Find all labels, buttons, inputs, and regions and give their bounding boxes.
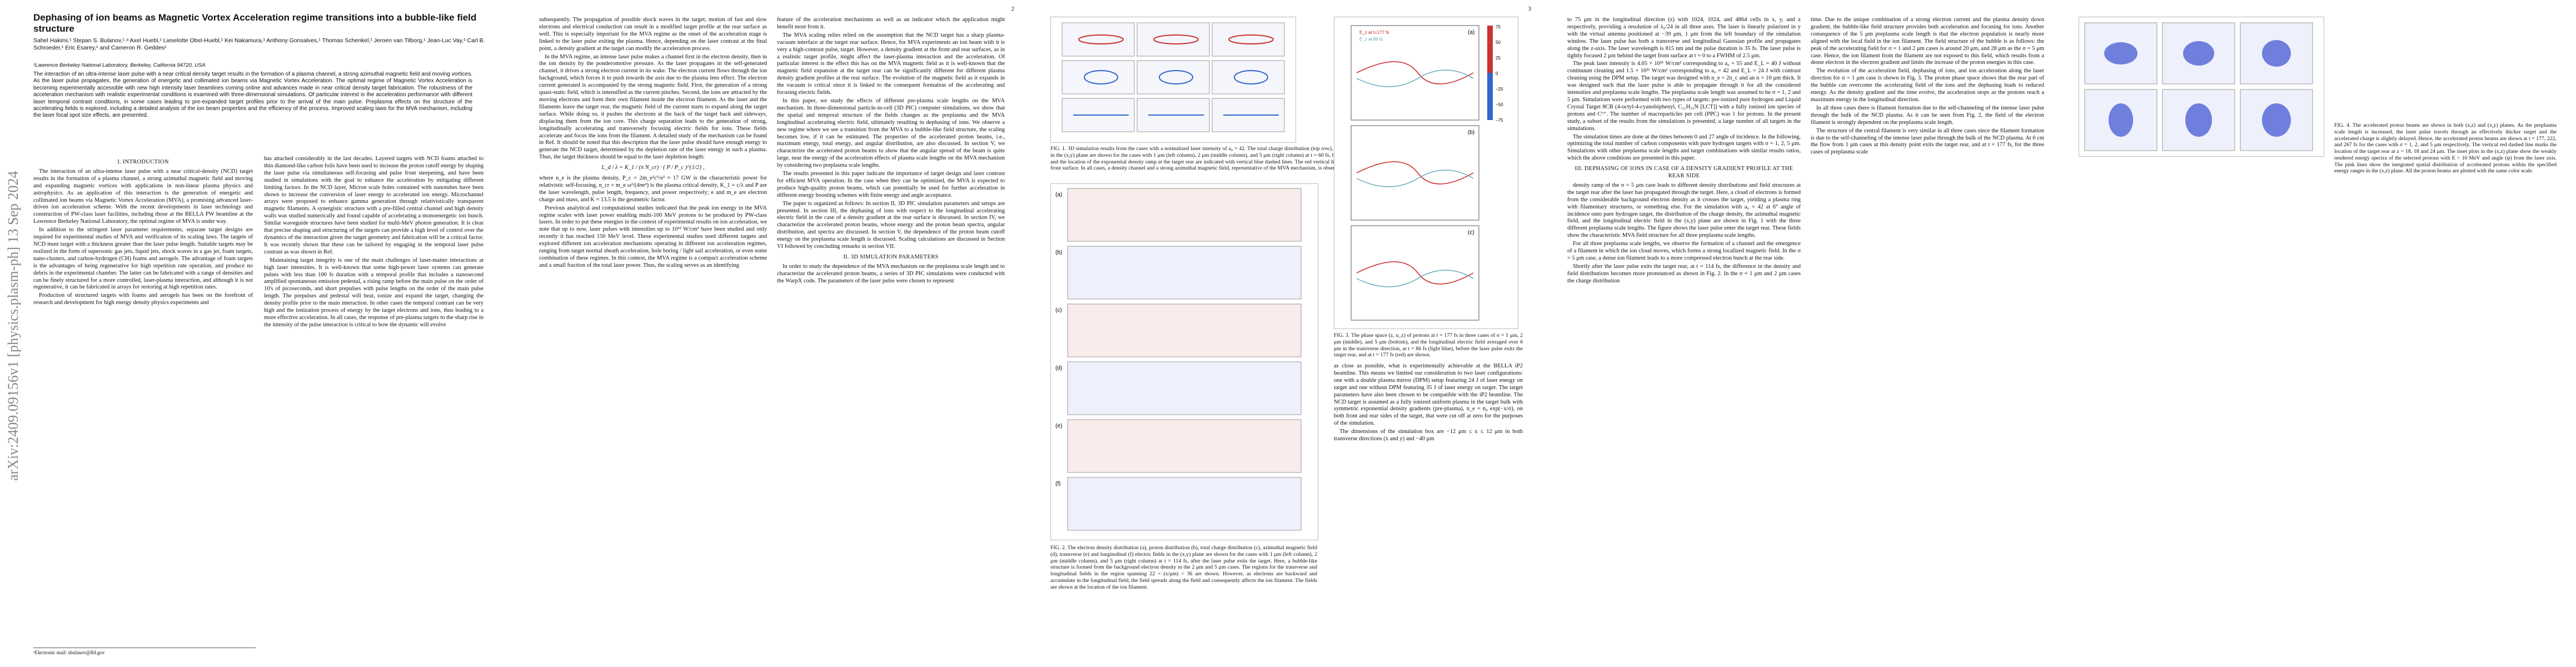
paragraph: Shortly after the laser pulse exits the … bbox=[1567, 263, 1801, 284]
paragraph: In addition to the stringent laser param… bbox=[33, 227, 253, 291]
paragraph: has attached considerably in the last de… bbox=[264, 156, 484, 255]
author-list: Sahel Hakimi,¹ Stepan S. Bulanov,¹˒ᵃ Axe… bbox=[33, 37, 485, 52]
fig3-legend-entry: E_z at t=177 fs bbox=[1359, 30, 1389, 35]
fig3-colorbar: 75 50 25 0 −25 −50 −75 bbox=[1487, 24, 1503, 123]
figure-1-image bbox=[1050, 17, 1296, 143]
paragraph: The dimensions of the simulation box are… bbox=[1334, 429, 1523, 442]
page-4: to 75 μm in the longitudinal direction (… bbox=[1551, 0, 2059, 667]
fig3-colorbar-tick: 0 bbox=[1496, 71, 1498, 76]
paragraph: The peak laser intensity is 4.05 × 10²¹ … bbox=[1567, 61, 1801, 132]
figure-4-plots bbox=[2084, 22, 2313, 151]
page-1: arXiv:2409.09156v1 [physics.plasm-ph] 13… bbox=[0, 0, 509, 667]
section-heading-introduction: I. INTRODUCTION bbox=[117, 159, 169, 165]
page2-column-right: feature of the acceleration mechanisms a… bbox=[777, 17, 1005, 656]
paragraph: feature of the acceleration mechanisms a… bbox=[777, 17, 1005, 30]
paragraph: The structure of the central filament is… bbox=[1811, 127, 2044, 156]
fig3-colorbar-tick: −25 bbox=[1496, 87, 1503, 92]
fig4-beams bbox=[2104, 40, 2291, 137]
fig3-ez-lightblue bbox=[1356, 69, 1474, 87]
paragraph: time. Due to the unique combination of a… bbox=[1811, 17, 2044, 66]
figure-3-caption: FIG. 3. The phase space (z, u_z) of prot… bbox=[1334, 332, 1523, 359]
fig2-row-label: (b) bbox=[1055, 250, 1062, 256]
fig3-ez-lightblue bbox=[1356, 270, 1474, 287]
fig3-colorbar-tick: 75 bbox=[1496, 24, 1501, 29]
fig3-panel-label: (a) bbox=[1468, 29, 1474, 36]
footnote: ᵃElectronic mail: sbulanov@lbl.gov bbox=[33, 648, 256, 655]
paragraph: where n_e is the plasma density, P_c = 2… bbox=[539, 175, 767, 203]
fig3-panel-label: (b) bbox=[1468, 130, 1474, 136]
paragraph: In all three cases there is filament for… bbox=[1811, 104, 2044, 126]
figure-2-caption: FIG. 2. The electron density distributio… bbox=[1050, 545, 1317, 590]
section-heading-simulation: II. 3D SIMULATION PARAMETERS bbox=[843, 254, 939, 260]
paragraph: The simulation times are done at the tim… bbox=[1567, 133, 1801, 162]
arxiv-stamp: arXiv:2409.09156v1 [physics.plasm-ph] 13… bbox=[5, 171, 21, 481]
fig3-ez-red bbox=[1356, 61, 1474, 84]
page3-column-right: FIG. 3. The phase space (z, u_z) of prot… bbox=[1334, 332, 1523, 660]
paragraph: The paper is organized as follows: In se… bbox=[777, 200, 1005, 250]
fig3-colorbar-tick: 50 bbox=[1496, 40, 1501, 45]
figure-3-plots: (a) (b) (c) E_z at t=177 fs E_z at 86 fs… bbox=[1351, 24, 1503, 321]
page1-column-left: I. INTRODUCTION The interaction of an ul… bbox=[33, 156, 253, 645]
figure-1-caption: FIG. 1. 3D simulation results from the c… bbox=[1050, 146, 1517, 172]
fig3-panel-c bbox=[1351, 225, 1479, 321]
page-number: 3 bbox=[1528, 6, 1532, 12]
figure-1-plots bbox=[1062, 22, 1285, 132]
fig3-panel-b bbox=[1351, 125, 1479, 221]
paragraph: Production of structured targets with fo… bbox=[33, 292, 253, 306]
page2-column-left: subsequently. The propagation of possibl… bbox=[539, 17, 767, 656]
page-5: FIG. 4. The accelerated proton beams are… bbox=[2067, 0, 2576, 667]
page-2: 2 subsequently. The propagation of possi… bbox=[517, 0, 1025, 667]
paragraph: to 75 μm in the longitudinal direction (… bbox=[1567, 17, 1801, 59]
paragraph: For all three preplasma scale lengths, w… bbox=[1567, 241, 1801, 261]
page1-column-right: has attached considerably in the last de… bbox=[264, 156, 484, 645]
equation: L_d / λ = K_1 / (π N_cr) · ( P / P_c )^{… bbox=[601, 165, 705, 171]
figure-2-plots: (a) (b) (c) (d) (e) (f) bbox=[1055, 188, 1302, 531]
section-heading-dephasing: III. DEPHASING OF IONS IN CASE OF A DENS… bbox=[1575, 166, 1793, 180]
paragraph: Previous analytical and computational st… bbox=[539, 205, 767, 268]
fig3-ez-red bbox=[1356, 261, 1474, 285]
fig2-row-label: (e) bbox=[1055, 423, 1062, 429]
figure-3-image: (a) (b) (c) E_z at t=177 fs E_z at 86 fs… bbox=[1334, 17, 1518, 329]
fig3-ez-lightblue bbox=[1356, 170, 1474, 187]
fig3-legend-entry: E_z at 86 fs bbox=[1359, 37, 1383, 42]
page-number: 2 bbox=[1011, 6, 1015, 12]
paragraph: as close as possible, what is experiment… bbox=[1334, 363, 1523, 427]
paragraph: The results presented in this paper indi… bbox=[777, 171, 1005, 198]
paragraph: In the MVA regime, an intense laser puls… bbox=[539, 53, 767, 161]
page-3: 3 bbox=[1034, 0, 1542, 667]
fig3-colorbar-tick: −75 bbox=[1496, 118, 1503, 123]
fig1-panel-grid bbox=[1062, 22, 1285, 132]
fig3-colorbar-tick: 25 bbox=[1496, 56, 1501, 61]
fig2-rows bbox=[1067, 188, 1302, 531]
page4-column-right: time. Due to the unique combination of a… bbox=[1811, 17, 2044, 656]
paper-title: Dephasing of ion beams as Magnetic Vorte… bbox=[33, 12, 477, 34]
paragraph: In this paper, we study the effects of d… bbox=[777, 97, 1005, 169]
affiliation: ¹Lawrence Berkeley National Laboratory, … bbox=[33, 62, 206, 68]
fig3-colorbar-tick: −50 bbox=[1496, 102, 1503, 107]
page4-column-left: to 75 μm in the longitudinal direction (… bbox=[1567, 17, 1801, 656]
paragraph: The MVA scaling relies relied on the ass… bbox=[777, 32, 1005, 96]
paragraph: The evolution of the acceleration field,… bbox=[1811, 68, 2044, 103]
paragraph: Maintaining target integrity is one of t… bbox=[264, 257, 484, 328]
fig2-row-label: (a) bbox=[1055, 192, 1062, 198]
fig2-row-label: (d) bbox=[1055, 365, 1062, 371]
paragraph: In order to study the dependence of the … bbox=[777, 263, 1005, 284]
fig3-ez-red bbox=[1356, 161, 1474, 185]
fig4-panels bbox=[2084, 22, 2313, 151]
fig3-panel-a bbox=[1351, 25, 1479, 121]
figure-4-image bbox=[2079, 17, 2324, 157]
paragraph: density ramp of the σ = 5 μm case leads … bbox=[1567, 182, 1801, 239]
figure-4-caption: FIG. 4. The accelerated proton beams are… bbox=[2334, 122, 2557, 175]
figure-2-image: (a) (b) (c) (d) (e) (f) bbox=[1050, 183, 1318, 540]
paragraph: The interaction of an ultra-intense lase… bbox=[33, 168, 253, 225]
abstract: The interaction of an ultra-intense lase… bbox=[33, 71, 472, 119]
fig2-row-label: (c) bbox=[1055, 307, 1062, 313]
fig1-field-patterns bbox=[1073, 34, 1279, 116]
fig3-panel-label: (c) bbox=[1468, 230, 1474, 236]
fig2-row-label: (f) bbox=[1055, 481, 1060, 487]
paragraph: subsequently. The propagation of possibl… bbox=[539, 17, 767, 52]
